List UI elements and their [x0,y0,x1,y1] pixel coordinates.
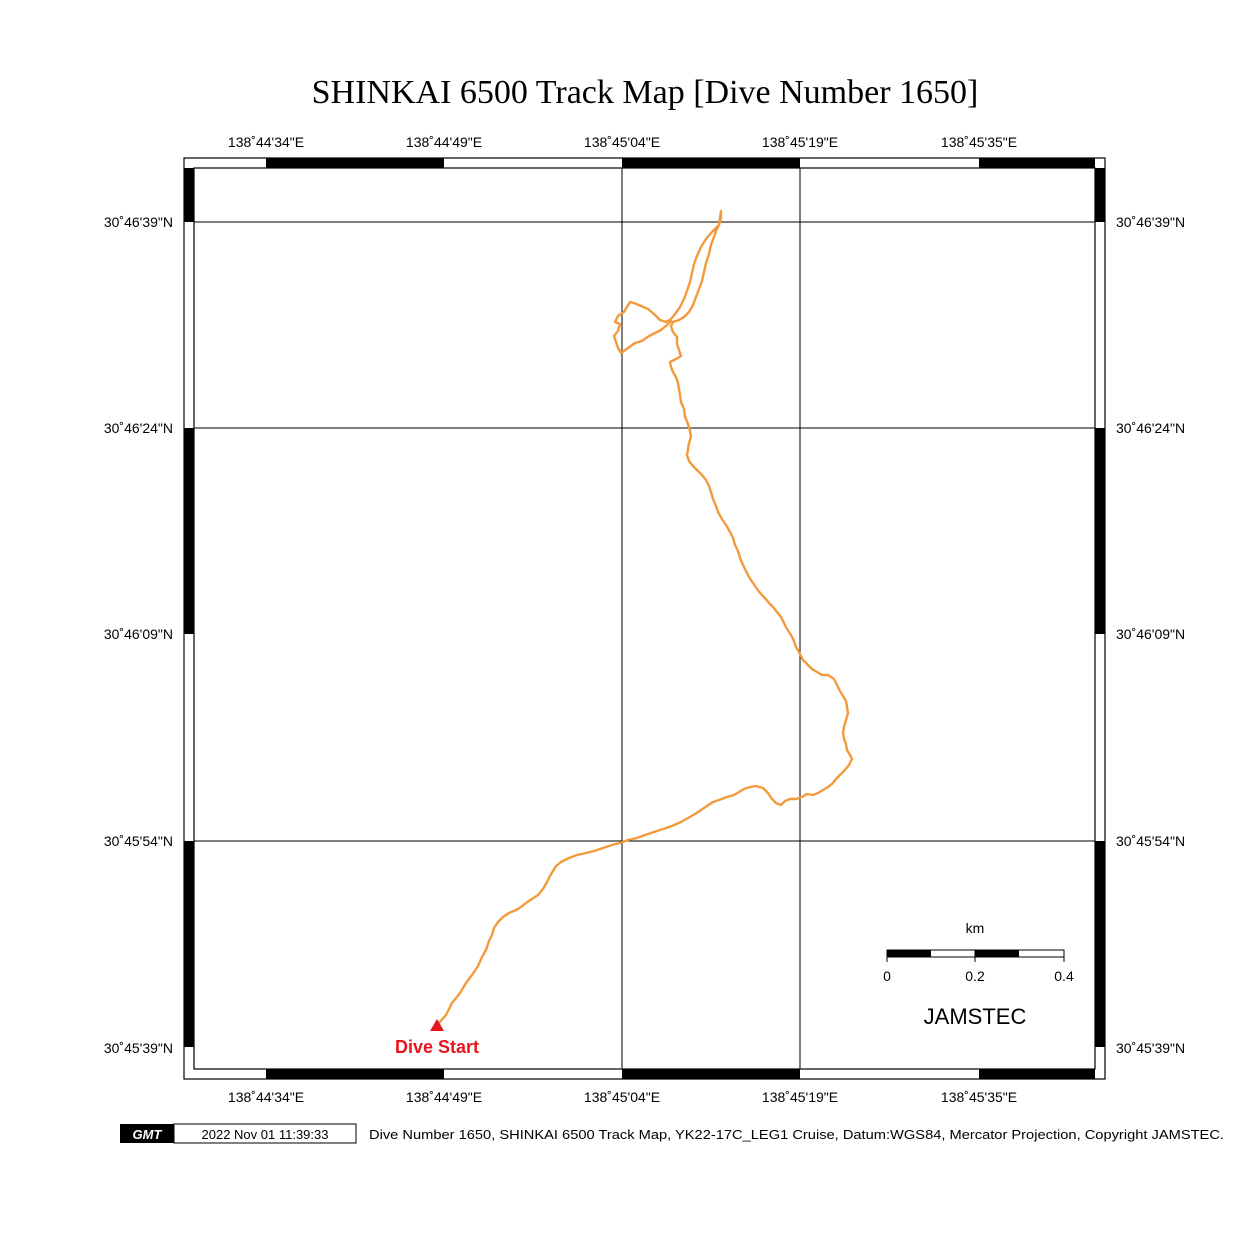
lon-label: 138˚45'04"E [584,134,660,150]
map-title: SHINKAI 6500 Track Map [Dive Number 1650… [312,74,979,111]
lon-label: 138˚44'34"E [228,1089,304,1105]
lat-label: 30˚45'39"N [104,1040,173,1056]
gmt-logo [120,1124,174,1143]
lat-label: 30˚46'24"N [104,420,173,436]
lon-labels-top: 138˚44'34"E 138˚44'49"E 138˚45'04"E 138˚… [228,134,1017,150]
dive-track-line [435,209,854,1027]
lat-label: 30˚45'54"N [1116,833,1185,849]
lon-label: 138˚45'04"E [584,1089,660,1105]
lon-labels-bottom: 138˚44'34"E 138˚44'49"E 138˚45'04"E 138˚… [228,1089,1017,1105]
lon-label: 138˚45'19"E [762,134,838,150]
lat-labels-right: 30˚46'39"N 30˚46'24"N 30˚46'09"N 30˚45'5… [1116,214,1185,1056]
footer-caption: Dive Number 1650, SHINKAI 6500 Track Map… [369,1127,1224,1142]
brand-label: JAMSTEC [924,1004,1027,1029]
lon-label: 138˚45'35"E [941,134,1017,150]
gmt-logo-text: GMT [133,1127,163,1142]
lat-label: 30˚46'09"N [1116,626,1185,642]
scale-label: 0 [883,968,891,984]
lon-label: 138˚44'49"E [406,1089,482,1105]
graticule [194,168,1095,1069]
lat-label: 30˚46'24"N [1116,420,1185,436]
lon-label: 138˚44'34"E [228,134,304,150]
lon-label: 138˚44'49"E [406,134,482,150]
lat-labels-left: 30˚46'39"N 30˚46'24"N 30˚46'09"N 30˚45'5… [104,214,173,1056]
lon-label: 138˚45'35"E [941,1089,1017,1105]
footer: GMT 2022 Nov 01 11:39:33 Dive Number 165… [120,1123,1224,1144]
scale-label: 0.4 [1054,968,1074,984]
scale-unit: km [966,920,985,936]
dive-start-label: Dive Start [395,1037,479,1057]
lat-label: 30˚45'54"N [104,833,173,849]
lat-label: 30˚46'09"N [104,626,173,642]
scale-label: 0.2 [965,968,985,984]
footer-timestamp: 2022 Nov 01 11:39:33 [202,1127,329,1142]
lon-label: 138˚45'19"E [762,1089,838,1105]
scale-bar: km 0 0.2 0.4 [883,920,1074,984]
lat-label: 30˚46'39"N [104,214,173,230]
map-frame [183,157,1106,1080]
lat-label: 30˚45'39"N [1116,1040,1185,1056]
lat-label: 30˚46'39"N [1116,214,1185,230]
dive-start-marker [430,1019,444,1031]
